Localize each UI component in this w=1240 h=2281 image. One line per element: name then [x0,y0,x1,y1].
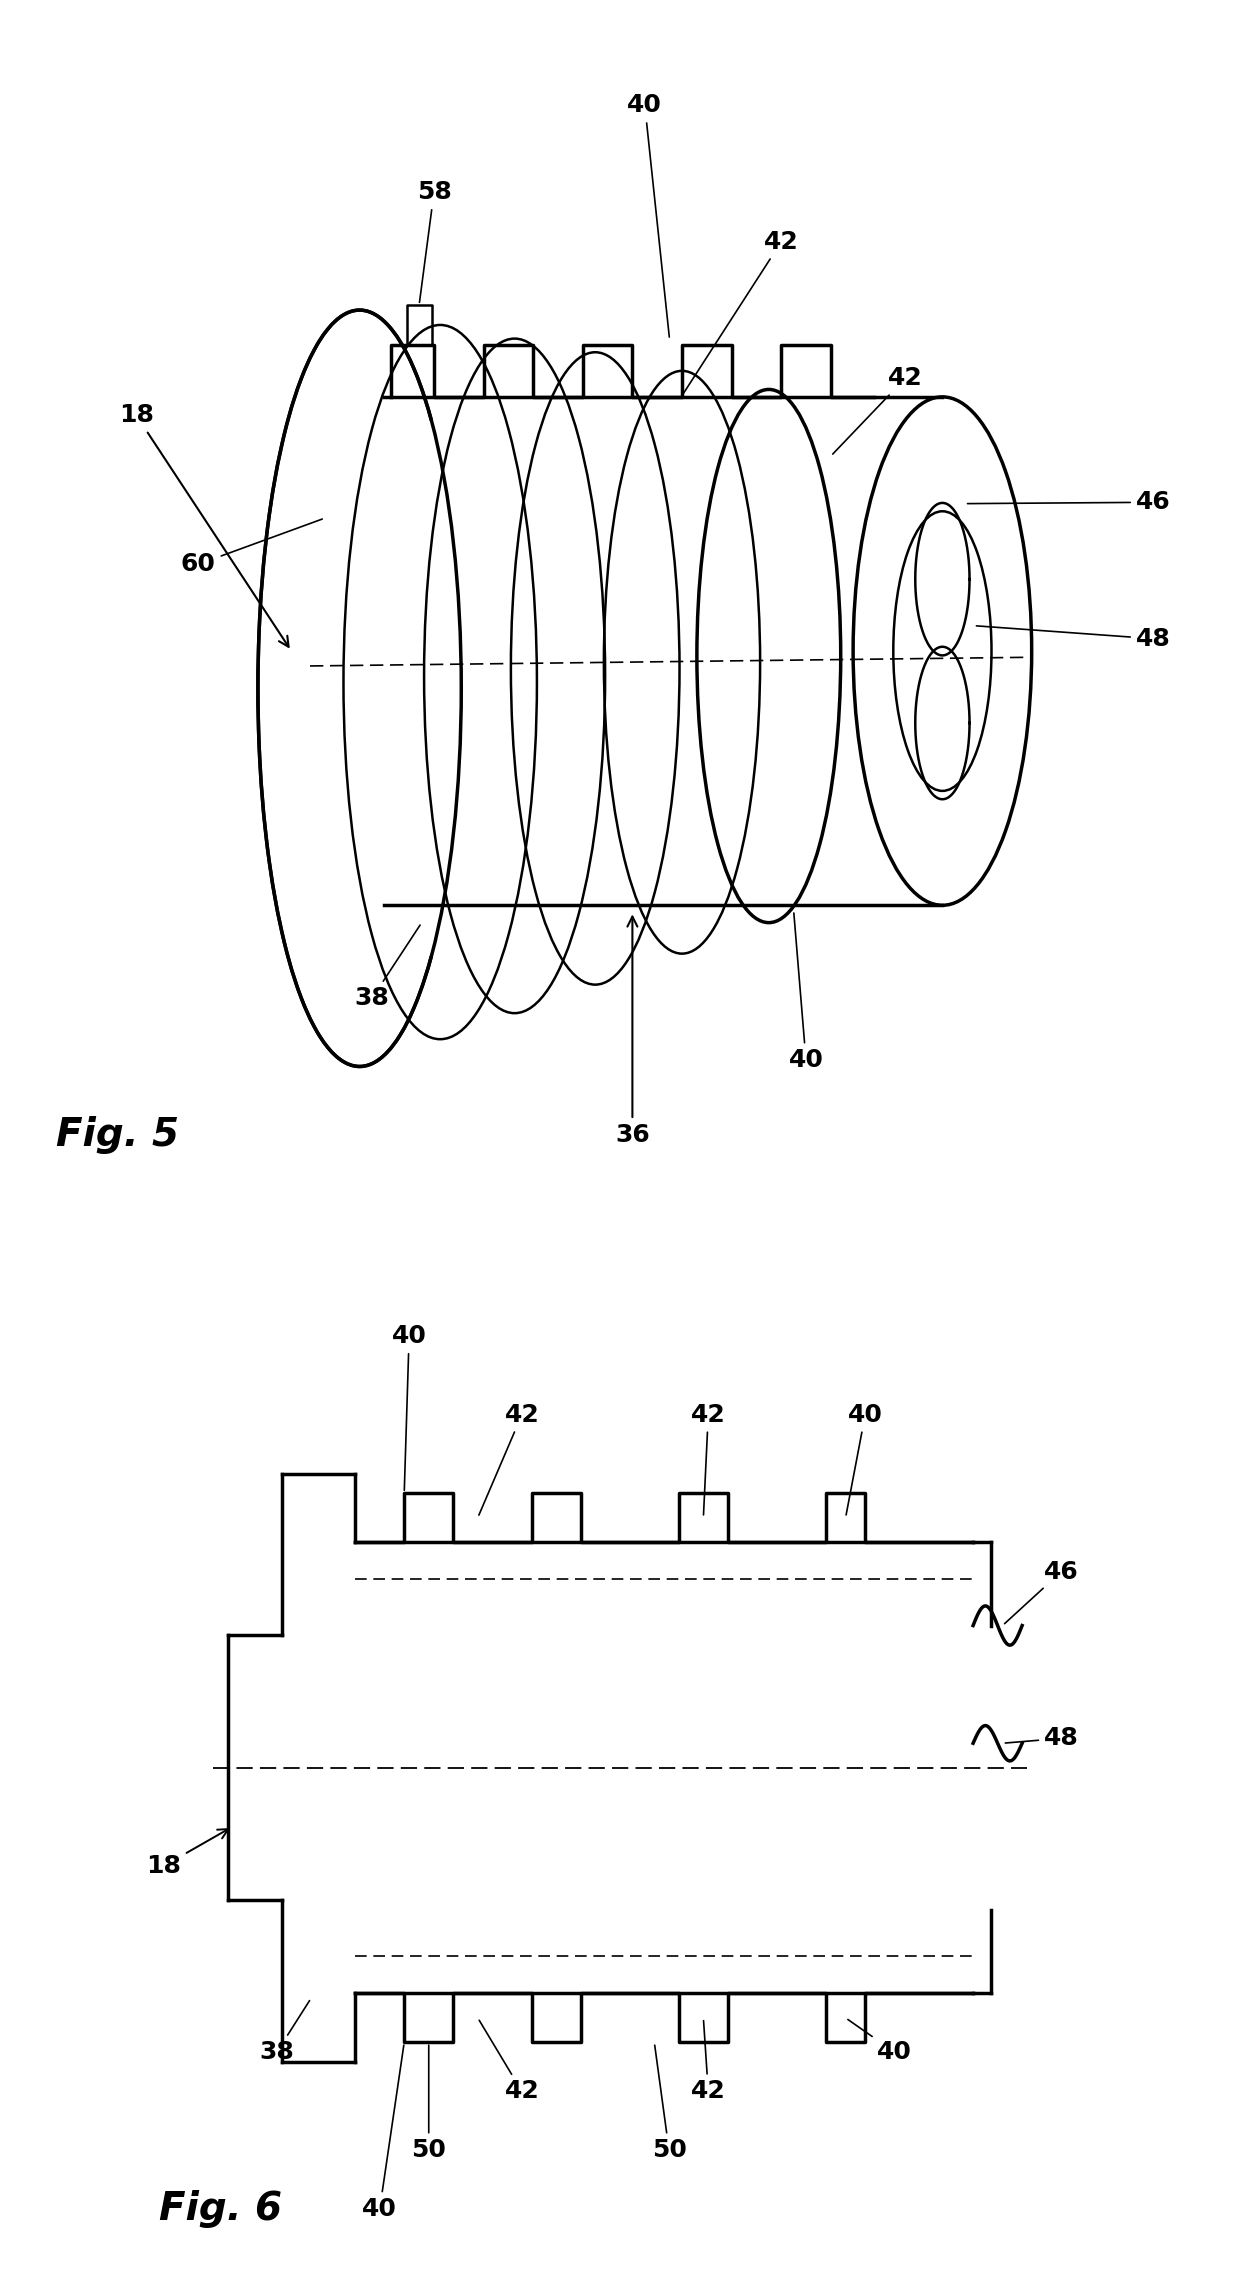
Text: Fig. 5: Fig. 5 [56,1115,179,1154]
Text: 36: 36 [615,917,650,1147]
Text: 38: 38 [259,2000,310,2064]
Text: 18: 18 [119,404,289,648]
Text: 48: 48 [1006,1727,1079,1750]
Text: 50: 50 [412,2046,446,2162]
Text: 46: 46 [967,490,1171,513]
Text: 38: 38 [355,926,420,1010]
Text: 42: 42 [683,230,799,392]
Text: 42: 42 [479,2021,539,2103]
Text: 40: 40 [362,2046,404,2222]
Text: 40: 40 [848,2019,913,2064]
Text: Fig. 6: Fig. 6 [159,2190,281,2229]
Text: 42: 42 [691,2021,725,2103]
Text: 42: 42 [479,1403,539,1515]
Text: 50: 50 [651,2046,687,2162]
Text: 40: 40 [392,1325,427,1489]
Text: 40: 40 [789,912,823,1072]
Text: 60: 60 [181,520,322,577]
Text: 42: 42 [691,1403,725,1515]
Text: 18: 18 [146,1829,228,1877]
Text: 46: 46 [1004,1560,1079,1624]
Text: 48: 48 [976,625,1171,650]
Text: 42: 42 [833,367,923,454]
Text: 40: 40 [846,1403,883,1515]
Text: 58: 58 [417,180,451,303]
Text: 40: 40 [627,94,670,338]
